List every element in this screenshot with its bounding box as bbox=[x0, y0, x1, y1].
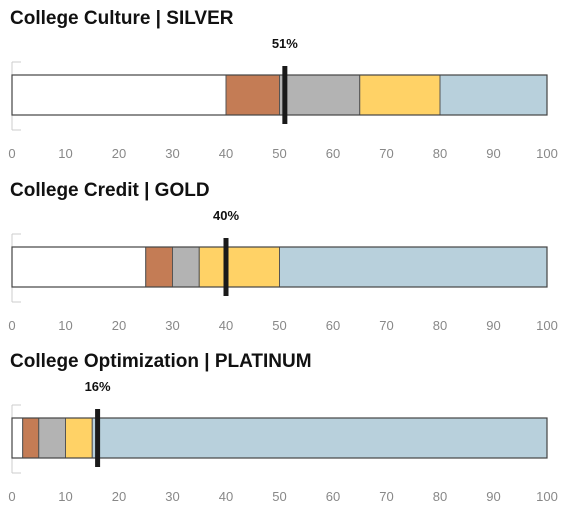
value-marker bbox=[282, 66, 288, 124]
x-tick-label: 10 bbox=[58, 318, 72, 333]
value-marker bbox=[95, 409, 101, 467]
marker-label: 51% bbox=[272, 36, 298, 51]
x-tick-label: 10 bbox=[58, 489, 72, 504]
x-tick-label: 100 bbox=[536, 146, 558, 161]
range-band bbox=[439, 74, 548, 116]
x-tick-label: 90 bbox=[486, 489, 500, 504]
x-tick-label: 40 bbox=[219, 146, 233, 161]
marker-label: 40% bbox=[213, 208, 239, 223]
x-tick-label: 80 bbox=[433, 318, 447, 333]
x-tick-label: 60 bbox=[326, 146, 340, 161]
x-tick-label: 30 bbox=[165, 318, 179, 333]
bullet-chart-culture: 51% 0 10 20 30 40 50 60 70 80 90 100 bbox=[8, 36, 558, 161]
x-tick-label: 80 bbox=[433, 489, 447, 504]
x-tick-label: 30 bbox=[165, 489, 179, 504]
x-tick-label: 100 bbox=[536, 489, 558, 504]
chart-title: College Credit | GOLD bbox=[10, 180, 210, 201]
marker-label: 16% bbox=[85, 379, 111, 394]
x-tick-label: 90 bbox=[486, 318, 500, 333]
range-band bbox=[279, 74, 361, 116]
credit-chart-panel: College Credit | GOLD 40% 0 10 20 30 40 50 60 70… bbox=[0, 180, 574, 352]
x-tick-label: 0 bbox=[8, 489, 15, 504]
range-band bbox=[22, 417, 40, 459]
bar-outline bbox=[11, 246, 548, 288]
bar-outline bbox=[11, 74, 548, 116]
range-band bbox=[91, 417, 548, 459]
x-tick-label: 40 bbox=[219, 489, 233, 504]
x-tick-label: 40 bbox=[219, 318, 233, 333]
range-band bbox=[172, 246, 200, 288]
bar-outline bbox=[11, 417, 548, 459]
x-tick-label: 50 bbox=[272, 318, 286, 333]
bullet-chart-optimization: 16% 0 10 20 30 40 50 60 70 80 90 100 bbox=[8, 379, 558, 504]
x-tick-label: 60 bbox=[326, 489, 340, 504]
range-band bbox=[11, 74, 227, 116]
x-tick-label: 0 bbox=[8, 146, 15, 161]
optimization-chart-panel: College Optimization | PLATINUM 16% 0 10 20… bbox=[0, 351, 574, 523]
x-tick-label: 30 bbox=[165, 146, 179, 161]
range-band bbox=[145, 246, 173, 288]
chart-title: College Optimization | PLATINUM bbox=[10, 351, 312, 372]
value-marker bbox=[223, 238, 229, 296]
x-tick-label: 100 bbox=[536, 318, 558, 333]
x-tick-label: 20 bbox=[112, 146, 126, 161]
x-tick-label: 20 bbox=[112, 318, 126, 333]
range-band bbox=[279, 246, 548, 288]
x-tick-label: 90 bbox=[486, 146, 500, 161]
range-band bbox=[11, 417, 24, 459]
range-band bbox=[225, 74, 280, 116]
x-tick-label: 80 bbox=[433, 146, 447, 161]
culture-chart-panel: College Culture | SILVER 51% 0 10 20 30 40 50 6… bbox=[0, 8, 574, 180]
x-tick-label: 50 bbox=[272, 489, 286, 504]
range-band bbox=[38, 417, 66, 459]
x-tick-label: 20 bbox=[112, 489, 126, 504]
x-tick-label: 70 bbox=[379, 318, 393, 333]
range-band bbox=[198, 246, 280, 288]
range-band bbox=[359, 74, 441, 116]
x-tick-label: 60 bbox=[326, 318, 340, 333]
x-tick-label: 10 bbox=[58, 146, 72, 161]
x-tick-label: 0 bbox=[8, 318, 15, 333]
chart-title: College Culture | SILVER bbox=[10, 8, 234, 29]
x-tick-label: 50 bbox=[272, 146, 286, 161]
x-tick-label: 70 bbox=[379, 146, 393, 161]
bullet-chart-credit: 40% 0 10 20 30 40 50 60 70 80 90 100 bbox=[8, 208, 558, 333]
range-band bbox=[11, 246, 147, 288]
x-tick-label: 70 bbox=[379, 489, 393, 504]
range-band bbox=[65, 417, 93, 459]
